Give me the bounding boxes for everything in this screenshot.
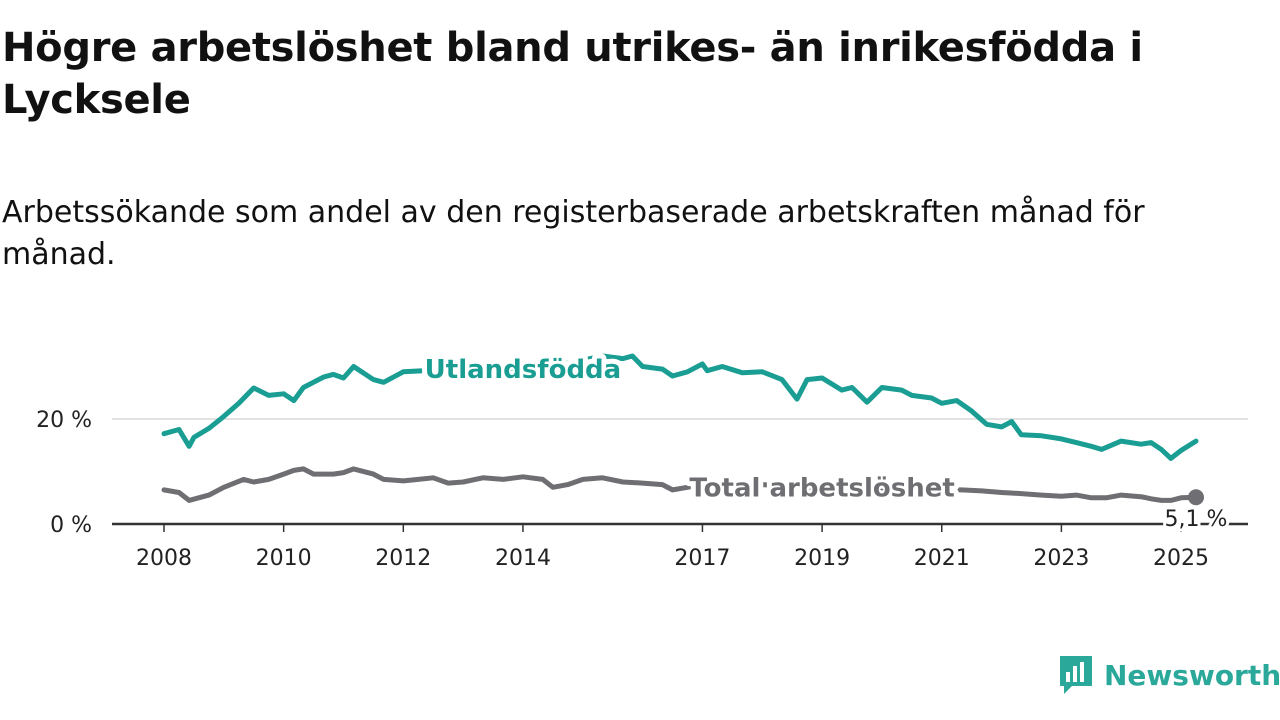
series-line-total-arbetslöshet xyxy=(161,466,1199,503)
line-chart: 0 % 20 % 2008 2010 2012 2014 2017 2019 2021 2023 2… xyxy=(36,350,1248,571)
newsworthy-logo: Newsworthy xyxy=(1058,654,1280,696)
series-label: Total arbetslöshet xyxy=(689,473,954,503)
x-tick-label: 2008 xyxy=(136,546,192,571)
x-tick-label: 2023 xyxy=(1033,546,1089,571)
x-tick-label: 2019 xyxy=(794,546,850,571)
x-tick-label: 2021 xyxy=(914,546,970,571)
y-tick-label: 0 % xyxy=(50,513,92,538)
series-layer xyxy=(161,353,1199,503)
y-tick-label: 20 % xyxy=(36,408,92,433)
series-label: Utlandsfödda xyxy=(425,355,622,385)
x-tick-label: 2025 xyxy=(1153,546,1209,571)
brand-name: Newsworthy xyxy=(1104,658,1280,692)
series-line-utlandsfödda xyxy=(161,353,1199,461)
bar-chart-icon xyxy=(1060,656,1092,694)
end-value-label: 5,1 % xyxy=(1165,507,1228,532)
x-tick-label: 2012 xyxy=(375,546,431,571)
x-tick-label: 2017 xyxy=(674,546,730,571)
x-tick-label: 2014 xyxy=(495,546,551,571)
chart-subtitle: Arbetssökande som andel av den registerb… xyxy=(2,195,1145,272)
x-tick-label: 2010 xyxy=(256,546,312,571)
chart-title: Högre arbetslöshet bland utrikes- än inr… xyxy=(2,25,1143,123)
label-layer: Utlandsfödda Total arbetslöshet 5,1 % xyxy=(420,350,1231,535)
end-point-marker xyxy=(1188,489,1204,506)
axis-layer: 0 % 20 % 2008 2010 2012 2014 2017 2019 2021 2023 2… xyxy=(36,408,1248,571)
